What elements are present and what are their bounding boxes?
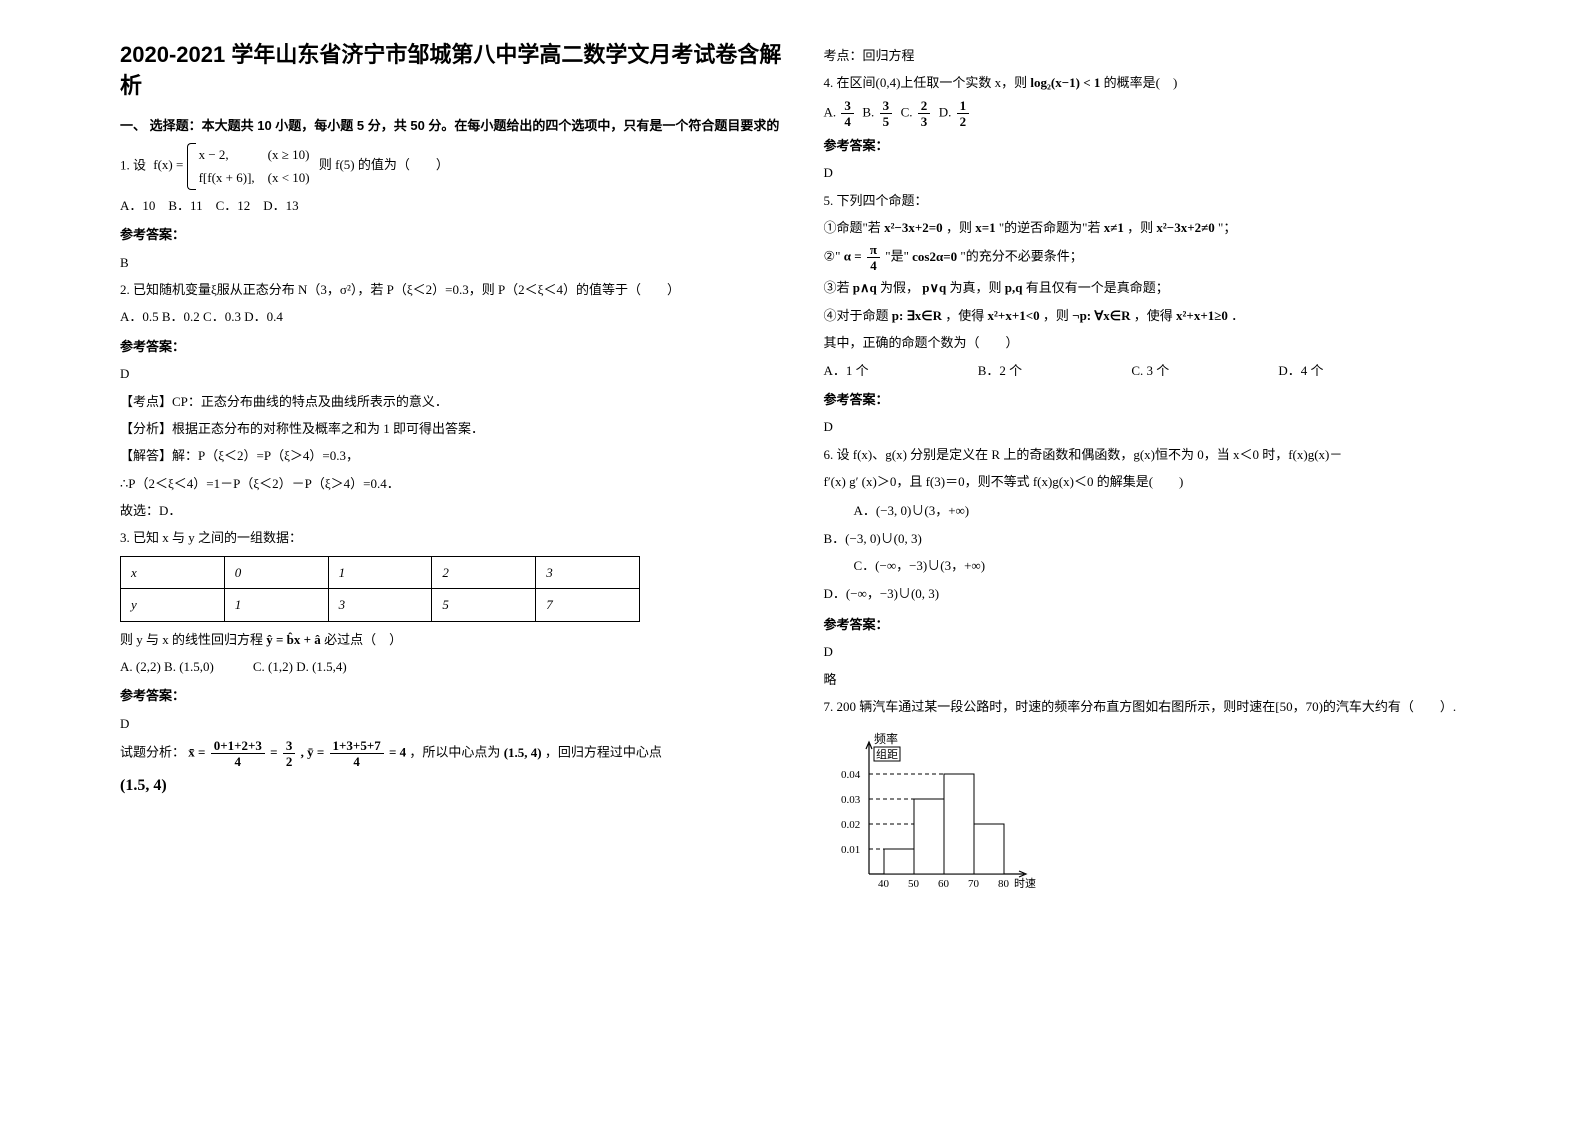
q5-opt-d: D．4 个 — [1278, 359, 1323, 382]
q5-opt-a: A．1 个 — [824, 359, 869, 382]
q4-stem: 4. 在区间(0,4)上任取一个实数 x，则 log₂(x−1) < 1 的概率… — [824, 71, 1488, 94]
svg-text:40: 40 — [878, 878, 890, 890]
q2-exp2: 【分析】根据正态分布的对称性及概率之和为 1 即可得出答案． — [120, 417, 784, 440]
q6-ans: D — [824, 640, 1488, 663]
q4-stem-c: 的概率是( ) — [1104, 75, 1178, 90]
right-column: 考点：回归方程 4. 在区间(0,4)上任取一个实数 x，则 log₂(x−1)… — [804, 40, 1508, 1102]
q3-ans: D — [120, 712, 784, 735]
q3-line2a: 则 y 与 x 的线性回归方程 — [120, 632, 263, 647]
page-root: 2020-2021 学年山东省济宁市邹城第八中学高二数学文月考试卷含解析 一、 … — [0, 0, 1587, 1122]
q1-ans-label: 参考答案： — [120, 223, 784, 246]
q5-ans-label: 参考答案： — [824, 388, 1488, 411]
q6-ans-label: 参考答案： — [824, 613, 1488, 636]
q3-t-r2c4: 5 — [432, 589, 536, 621]
q6-options: A．(−3, 0)∪(3，+∞) B．(−3, 0)∪(0, 3) C．(−∞，… — [824, 497, 1364, 607]
q3-t-r1c5: 3 — [536, 556, 640, 588]
q2-stem: 2. 已知随机变量ξ服从正态分布 N（3，σ²），若 P（ξ＜2）=0.3，则 … — [120, 278, 784, 301]
q1-stem: 1. 设 f(x) = x − 2, (x ≥ 10) f[f(x + 6)],… — [120, 143, 784, 190]
q3-t-r1c2: 0 — [224, 556, 328, 588]
q3-ans-label: 参考答案： — [120, 684, 784, 707]
q3-t-r1c3: 1 — [328, 556, 432, 588]
q2-ans-label: 参考答案： — [120, 335, 784, 358]
svg-text:70: 70 — [968, 878, 980, 890]
q7-stem: 7. 200 辆汽车通过某一段公路时，时速的频率分布直方图如右图所示，则时速在[… — [824, 695, 1488, 718]
q2-exp3: 【解答】解：P（ξ＜2）=P（ξ＞4）=0.3， — [120, 444, 784, 467]
q3-line2: 则 y 与 x 的线性回归方程 ŷ = b̂x + â 必过点（ ） — [120, 628, 784, 651]
q5-alpha-eq: α = π4 — [844, 243, 882, 272]
q3-center2: (1.5, 4) — [120, 772, 167, 801]
q4-stem-a: 4. 在区间(0,4)上任取一个实数 x，则 — [824, 75, 1028, 90]
q6-brief: 略 — [824, 668, 1488, 691]
q3-t-r2c1: y — [121, 589, 225, 621]
q5-stem: 5. 下列四个命题： — [824, 189, 1488, 212]
q1-ans: B — [120, 251, 784, 274]
q4-options: A. 34 B. 35 C. 23 D. 12 — [824, 99, 1488, 128]
kp-line: 考点：回归方程 — [824, 44, 1488, 67]
left-column: 2020-2021 学年山东省济宁市邹城第八中学高二数学文月考试卷含解析 一、 … — [100, 40, 804, 1102]
q4-log-expr: log₂(x−1) < 1 — [1030, 71, 1100, 94]
q5-p1: ①命题"若 x²−3x+2=0 ，则 x=1 "的逆否命题为"若 x≠1 ，则 … — [824, 216, 1488, 239]
q5-options: A．1 个 B．2 个 C. 3 个 D．4 个 — [824, 359, 1324, 382]
q3-t-r2c5: 7 — [536, 589, 640, 621]
q1-fx: f(x) = — [153, 157, 183, 172]
q5-tail: 其中，正确的命题个数为（ ） — [824, 331, 1488, 354]
q7-histogram: 频率 组距 0.04 0.03 0.02 0.01 40 50 60 70 — [824, 729, 1044, 899]
svg-text:0.04: 0.04 — [841, 769, 861, 781]
svg-text:0.01: 0.01 — [841, 844, 860, 856]
q6-opt-c: C．(−∞，−3)∪(3，+∞) — [824, 552, 1124, 579]
q3-line2c: 必过点（ ） — [324, 632, 402, 647]
q3-t-r2c3: 3 — [328, 589, 432, 621]
q3-stem: 3. 已知 x 与 y 之间的一组数据： — [120, 526, 784, 549]
q3-table: x 0 1 2 3 y 1 3 5 7 — [120, 556, 640, 622]
ylabel-top: 频率 — [874, 731, 898, 746]
q1-options: A．10 B．11 C．12 D．13 — [120, 194, 784, 217]
q3-center1: (1.5, 4) — [504, 741, 542, 764]
ylabel-bot: 组距 — [876, 747, 898, 761]
q6-stem2: f′(x) g′ (x)＞0，且 f(3)＝0，则不等式 f(x)g(x)＜0 … — [824, 470, 1488, 493]
q3-center2-row: (1.5, 4) — [120, 772, 784, 801]
q2-exp4: ∴P（2＜ξ＜4）=1－P（ξ＜2）－P（ξ＞4）=0.4． — [120, 472, 784, 495]
section-1-heading: 一、 选择题：本大题共 10 小题，每小题 5 分，共 50 分。在每小题给出的… — [120, 114, 784, 137]
q2-ans: D — [120, 362, 784, 385]
svg-text:50: 50 — [908, 878, 920, 890]
q3-options: A. (2,2) B. (1.5,0) C. (1,2) D. (1.5,4) — [120, 655, 784, 678]
q5-p3: ③若 p∧q 为假， p∨q 为真，则 p,q 有且仅有一个是真命题； — [824, 276, 1488, 299]
table-row: y 1 3 5 7 — [121, 589, 640, 621]
q1-tail: 则 f(5) 的值为（ ） — [319, 157, 449, 172]
q5-opt-c: C. 3 个 — [1131, 359, 1169, 382]
q3-t-r1c1: x — [121, 556, 225, 588]
q5-ans: D — [824, 415, 1488, 438]
q1-prefix: 1. 设 — [120, 157, 146, 172]
svg-text:60: 60 — [938, 878, 950, 890]
q6-stem1: 6. 设 f(x)、g(x) 分别是定义在 R 上的奇函数和偶函数，g(x)恒不… — [824, 443, 1488, 466]
svg-text:80: 80 — [998, 878, 1010, 890]
svg-text:0.03: 0.03 — [841, 794, 861, 806]
q3-t-r2c2: 1 — [224, 589, 328, 621]
q1-case2: f[f(x + 6)], (x < 10) — [199, 166, 310, 189]
q5-opt-b: B．2 个 — [978, 359, 1022, 382]
exam-title: 2020-2021 学年山东省济宁市邹城第八中学高二数学文月考试卷含解析 — [120, 40, 784, 102]
q3-t-r1c4: 2 — [432, 556, 536, 588]
q6-opt-d: D．(−∞，−3)∪(0, 3) — [824, 580, 1094, 607]
q3-exp-d: ，回归方程过中心点 — [545, 745, 662, 760]
q4-ans-label: 参考答案： — [824, 134, 1488, 157]
q5-p4: ④对于命题 p: ∃x∈R ，使得 x²+x+1<0 ，则 ¬p: ∀x∈R ，… — [824, 304, 1488, 327]
q5-p2: ②" α = π4 "是" cos2α=0 "的充分不必要条件； — [824, 243, 1488, 272]
q3-explain: 试题分析： x̄ = 0+1+2+34 = 32 , ȳ = 1+3+5+74 … — [120, 739, 784, 768]
table-row: x 0 1 2 3 — [121, 556, 640, 588]
q3-xbar: x̄ = 0+1+2+34 = 32 , ȳ = 1+3+5+74 = 4 — [188, 739, 406, 768]
svg-text:0.02: 0.02 — [841, 819, 860, 831]
q3-regress-eq: ŷ = b̂x + â — [266, 628, 321, 651]
q3-exp-a: 试题分析： — [120, 745, 185, 760]
q3-exp-b: ，所以中心点为 — [409, 745, 500, 760]
xlabel: 时速 — [1014, 877, 1036, 890]
q1-cases: x − 2, (x ≥ 10) f[f(x + 6)], (x < 10) — [187, 143, 310, 190]
q4-ans: D — [824, 161, 1488, 184]
q2-options: A．0.5 B．0.2 C．0.3 D．0.4 — [120, 305, 784, 328]
q6-opt-a: A．(−3, 0)∪(3，+∞) — [824, 497, 1124, 524]
q2-exp1: 【考点】CP：正态分布曲线的特点及曲线所表示的意义． — [120, 390, 784, 413]
q6-opt-b: B．(−3, 0)∪(0, 3) — [824, 525, 1094, 552]
q1-case1: x − 2, (x ≥ 10) — [199, 143, 310, 166]
q2-exp5: 故选：D． — [120, 499, 784, 522]
